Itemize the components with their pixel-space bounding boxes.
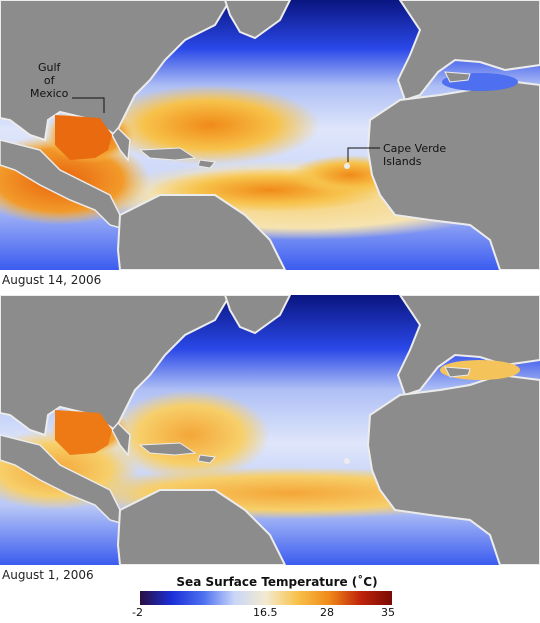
color-scale-bar	[140, 591, 392, 605]
date-label-bottom: August 1, 2006	[2, 568, 94, 582]
date-label-top: August 14, 2006	[2, 273, 102, 287]
sst-map-august-1	[0, 295, 540, 565]
legend-title: Sea Surface Temperature (˚C)	[176, 575, 378, 589]
legend-tick-16-5: 16.5	[253, 606, 278, 619]
sst-map-august-14-image	[0, 0, 540, 270]
gulf-of-mexico-line-1: Gulf	[37, 61, 61, 74]
legend-tick-28: 28	[320, 606, 334, 619]
cape-verde-line-2: Islands	[383, 155, 422, 168]
legend-tick-min: -2	[132, 606, 143, 619]
cape-verde-label: Cape Verde Islands	[383, 142, 446, 168]
gulf-of-mexico-line-2: of	[43, 74, 55, 87]
gulf-of-mexico-label: Gulf of Mexico	[30, 61, 68, 100]
legend-tick-max: 35	[381, 606, 395, 619]
cape-verde-line-1: Cape Verde	[383, 142, 447, 155]
sst-map-august-14	[0, 0, 540, 270]
sst-map-august-1-image	[0, 295, 540, 565]
gulf-of-mexico-line-3: Mexico	[30, 87, 69, 100]
